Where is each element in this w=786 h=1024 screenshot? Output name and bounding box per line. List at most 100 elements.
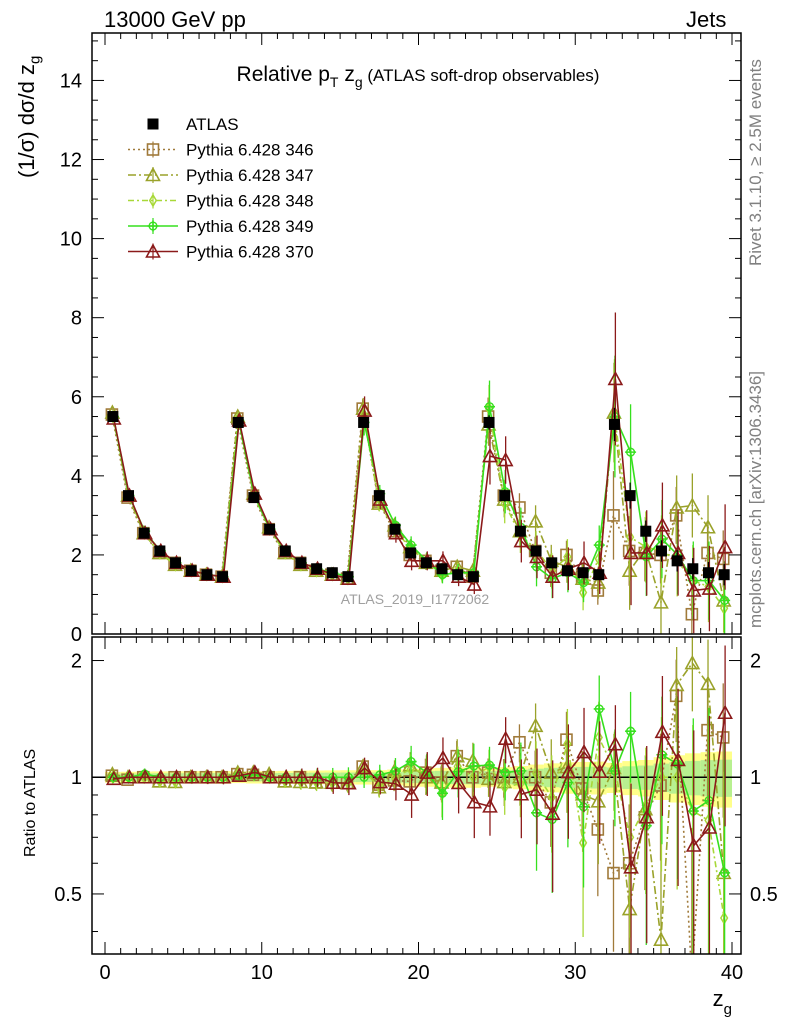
atlas-point xyxy=(295,557,307,569)
point-p370 xyxy=(685,582,702,597)
ratio-point-p349-cross xyxy=(625,725,637,737)
point-p346 xyxy=(513,501,526,514)
point-p370 xyxy=(623,544,639,560)
legend-label: Pythia 6.428 370 xyxy=(186,243,314,262)
mcplots-citation: mcplots.cern.ch [arXiv:1306.3436] xyxy=(746,370,765,628)
ratio-point-p349 xyxy=(499,766,511,778)
ratio-point-p347 xyxy=(668,676,685,692)
atlas-point xyxy=(608,418,620,430)
point-p370 xyxy=(701,580,718,595)
atlas-point xyxy=(248,492,260,504)
point-p370 xyxy=(513,532,530,548)
x-axis-label: zg xyxy=(713,986,732,1018)
legend-entry: Pythia 6.428 349 xyxy=(128,217,314,236)
atlas-point xyxy=(138,527,150,539)
point-p347 xyxy=(590,574,607,589)
point-p349-cross xyxy=(625,446,637,458)
atlas-point xyxy=(702,567,714,579)
ratio-point-p370 xyxy=(294,769,310,784)
x-axis-label-sub: g xyxy=(724,1001,732,1018)
atlas-point xyxy=(718,569,730,581)
ratio-point-p349 xyxy=(593,703,605,715)
atlas-point xyxy=(185,565,197,577)
ratio-series-p348 xyxy=(108,701,729,954)
point-p370 xyxy=(607,370,624,386)
legend-label: ATLAS xyxy=(186,115,239,134)
atlas-point xyxy=(107,411,119,423)
legend-entry: Pythia 6.428 347 xyxy=(128,166,314,185)
legend: ATLAS Pythia 6.428 346 Pythia 6.428 347 Pyt… xyxy=(128,115,314,262)
atlas-point xyxy=(687,563,699,575)
rivet-version-note: Rivet 3.1.10, ≥ 2.5M events xyxy=(746,59,765,266)
y-axis-label-ratio: Ratio to ATLAS xyxy=(22,748,39,857)
ratio-point-p370 xyxy=(576,743,592,759)
ratio-point-p370 xyxy=(560,763,577,779)
atlas-point xyxy=(311,563,323,575)
ratio-point-p370 xyxy=(670,751,686,767)
title-mid: z xyxy=(338,63,354,86)
atlas-point xyxy=(170,557,182,569)
ratio-point-p370 xyxy=(121,769,138,784)
ratio-point-p370 xyxy=(231,767,248,782)
ratio-point-p349-cross xyxy=(436,787,448,799)
x-tick-label: 40 xyxy=(721,962,743,984)
atlas-point xyxy=(467,571,479,583)
legend-label: Pythia 6.428 347 xyxy=(186,166,314,185)
ratio-point-p370 xyxy=(685,837,702,852)
x-tick-label: 20 xyxy=(407,962,429,984)
atlas-point xyxy=(593,569,605,581)
ratio-point-p346 xyxy=(513,735,526,749)
header-right: Jets xyxy=(686,7,727,32)
ratio-point-p347 xyxy=(590,793,607,808)
ratio-point-p370 xyxy=(199,769,216,784)
ratio-point-p370 xyxy=(544,805,561,820)
atlas-point xyxy=(420,557,432,569)
atlas-point xyxy=(671,555,683,567)
title-sub: T xyxy=(330,74,339,90)
point-p347 xyxy=(700,519,716,534)
ratio-y-tick-label: 1 xyxy=(71,767,82,789)
ratio-series-p349 xyxy=(107,675,731,954)
point-p370 xyxy=(482,447,498,463)
ratio-point-p349 xyxy=(468,760,480,772)
ratio-point-p370 xyxy=(701,819,718,834)
legend-entry: Pythia 6.428 346 xyxy=(128,141,314,160)
ratio-point-p349-cross xyxy=(468,760,480,772)
y-tick-label: 4 xyxy=(71,466,82,488)
atlas-point xyxy=(499,490,511,502)
legend-marker xyxy=(145,166,161,182)
atlas-point xyxy=(655,545,667,557)
main-plot-frame xyxy=(91,32,742,635)
ratio-point-p347 xyxy=(527,717,544,733)
atlas-point xyxy=(279,545,291,557)
ratio-point-p370 xyxy=(309,769,326,784)
ratio-point-p370 xyxy=(529,781,545,797)
legend-entry: Pythia 6.428 348 xyxy=(128,192,314,211)
point-p370 xyxy=(403,552,420,568)
atlas-point xyxy=(452,569,464,581)
atlas-point xyxy=(342,571,354,583)
atlas-point xyxy=(217,571,229,583)
point-p347 xyxy=(684,497,701,512)
legend-marker-cross xyxy=(147,220,159,232)
ratio-point-p370 xyxy=(247,764,263,779)
legend-label: Pythia 6.428 349 xyxy=(186,217,314,236)
ratio-point-p349 xyxy=(436,787,448,799)
ratio-point-p370 xyxy=(325,774,342,790)
ratio-point-p370 xyxy=(137,769,153,784)
ratio-point-p370 xyxy=(717,704,733,720)
ratio-point-p347 xyxy=(684,654,701,670)
legend-marker xyxy=(146,143,160,156)
title-mid-sub: g xyxy=(355,74,363,90)
y-tick-label: 6 xyxy=(71,387,82,409)
chart-title: Relative pT zg (ATLAS soft-drop observab… xyxy=(237,63,600,90)
line-p370 xyxy=(112,378,726,592)
legend-marker xyxy=(148,193,158,208)
atlas-point xyxy=(232,416,244,428)
ratio-point-p348 xyxy=(625,830,635,845)
legend-entry: Pythia 6.428 370 xyxy=(128,243,314,262)
atlas-point xyxy=(483,416,495,428)
point-p349-cross xyxy=(484,401,496,413)
ratio-point-p370 xyxy=(482,798,498,813)
ratio-series-p347 xyxy=(104,637,732,954)
